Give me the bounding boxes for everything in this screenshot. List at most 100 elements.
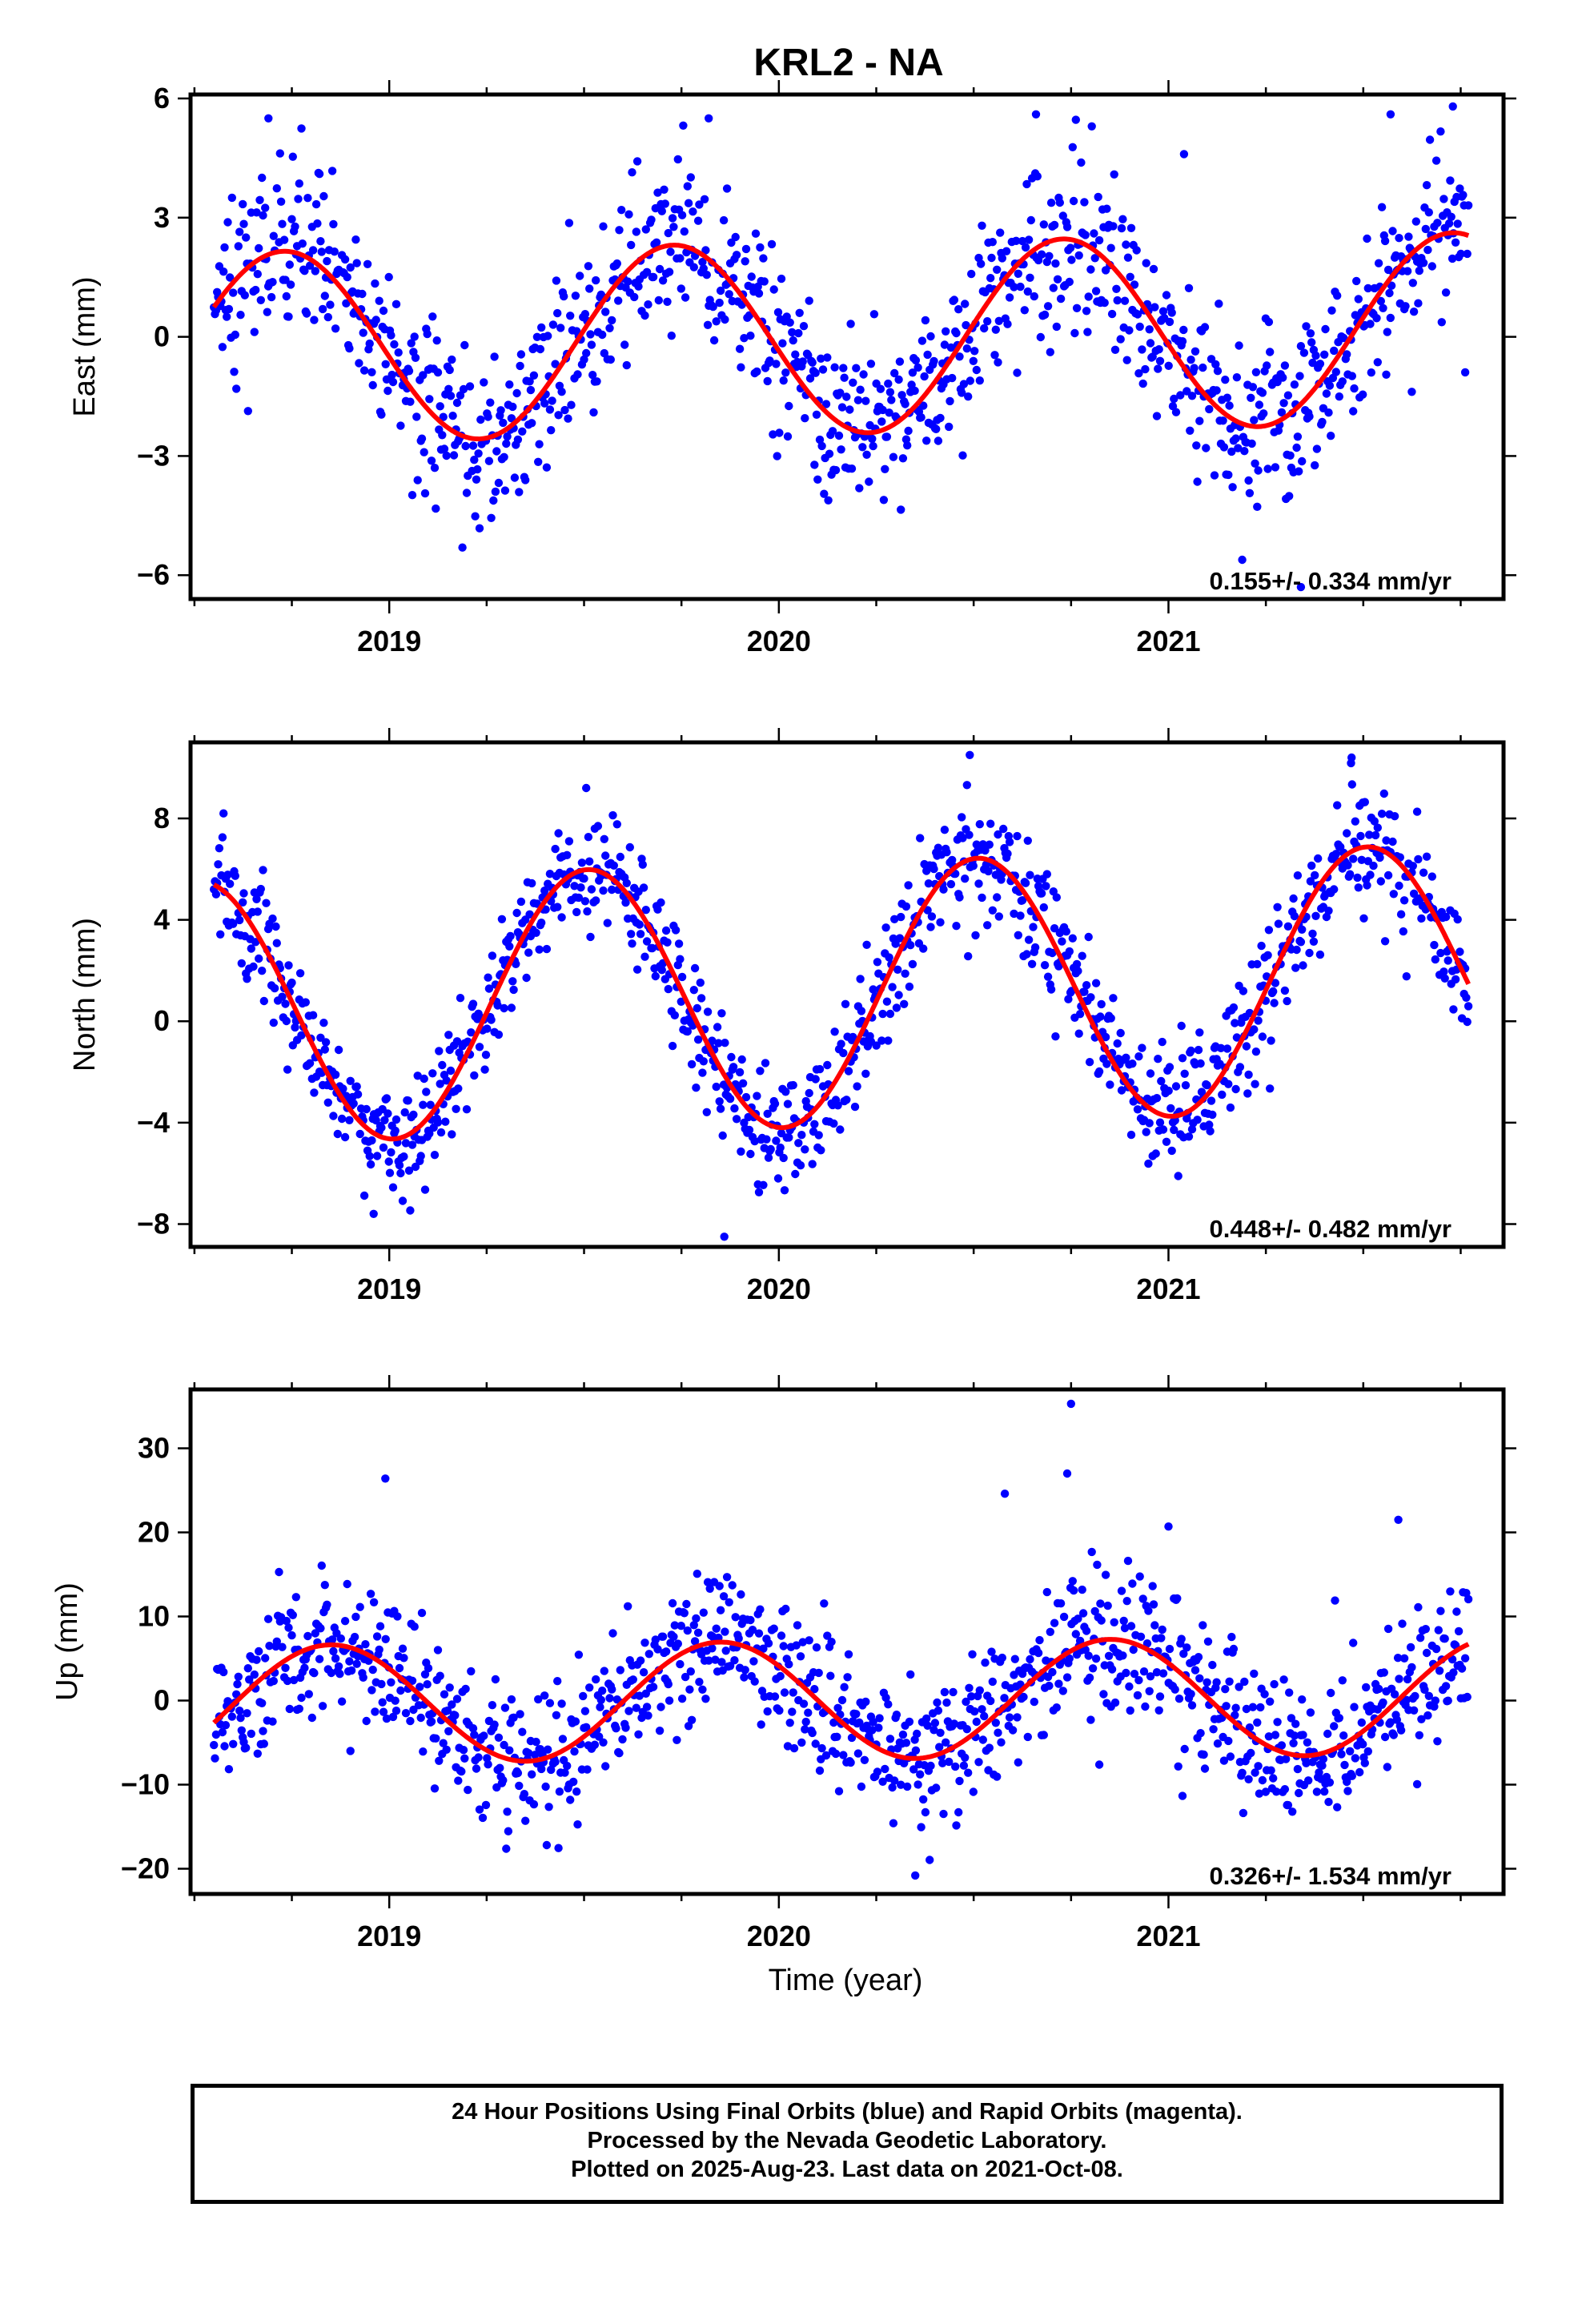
data-point <box>345 1657 354 1666</box>
data-point <box>583 907 592 916</box>
data-point <box>1125 326 1134 335</box>
data-point <box>639 1668 648 1677</box>
data-point <box>1069 196 1078 206</box>
data-point <box>494 1733 504 1742</box>
data-point <box>780 1186 789 1195</box>
data-point <box>1302 322 1311 331</box>
data-point <box>381 1634 390 1643</box>
data-point <box>769 1624 778 1633</box>
data-point <box>1421 1625 1431 1634</box>
data-point <box>368 1665 377 1675</box>
data-point <box>1086 265 1095 274</box>
data-point <box>966 376 975 385</box>
data-point <box>259 211 267 220</box>
data-point <box>940 340 950 349</box>
data-point <box>748 1626 757 1634</box>
velocity-rate-label: 0.155+/- 0.334 mm/yr <box>1210 567 1452 595</box>
data-point <box>422 1088 431 1096</box>
data-point <box>1451 975 1460 984</box>
data-point <box>777 274 786 283</box>
data-point <box>695 200 704 209</box>
data-point <box>1373 358 1383 367</box>
data-point <box>1264 1732 1274 1741</box>
data-point <box>432 504 440 513</box>
data-point <box>778 339 787 348</box>
data-point <box>1403 267 1412 275</box>
data-point <box>1254 1016 1263 1025</box>
data-point <box>609 861 618 870</box>
data-point <box>913 363 922 372</box>
data-point <box>1377 203 1387 211</box>
data-point <box>653 1645 662 1654</box>
data-point <box>916 1770 925 1779</box>
data-point <box>1357 1718 1367 1727</box>
data-point <box>962 1725 972 1734</box>
data-point <box>319 1019 328 1027</box>
data-point <box>993 893 1002 902</box>
data-point <box>1266 348 1275 356</box>
data-point <box>877 417 886 426</box>
data-point <box>903 441 912 450</box>
data-point <box>264 114 273 123</box>
data-point <box>972 1717 982 1727</box>
data-point <box>220 243 229 252</box>
data-point <box>589 408 598 417</box>
data-point <box>950 296 959 304</box>
data-point <box>1219 443 1229 452</box>
data-point <box>1377 810 1387 818</box>
data-point <box>861 1069 870 1079</box>
data-point <box>416 1152 425 1160</box>
data-point <box>337 1114 347 1124</box>
data-point <box>628 1675 637 1684</box>
data-point <box>272 939 281 947</box>
data-point <box>1312 1787 1322 1796</box>
data-point <box>1436 1606 1445 1615</box>
data-point <box>406 1716 415 1726</box>
data-point <box>1250 1025 1259 1034</box>
data-point <box>921 316 930 325</box>
data-point <box>732 1115 741 1124</box>
data-point <box>439 412 448 421</box>
data-point <box>1411 1691 1419 1701</box>
data-point <box>1285 1688 1294 1697</box>
data-point <box>282 292 291 301</box>
data-point <box>1254 1762 1263 1771</box>
data-point <box>275 1567 283 1577</box>
data-point <box>801 1717 810 1727</box>
data-point <box>993 1772 1002 1781</box>
data-point <box>994 358 1002 367</box>
data-point <box>223 218 232 227</box>
data-point <box>483 1024 492 1033</box>
data-point <box>592 377 601 386</box>
data-point <box>1288 1807 1297 1816</box>
data-point <box>302 309 311 318</box>
data-point <box>1171 1082 1181 1091</box>
data-point <box>754 1188 764 1197</box>
velocity-rate-label: 0.448+/- 0.482 mm/yr <box>1210 1215 1452 1243</box>
data-point <box>359 1673 367 1682</box>
data-point <box>286 280 295 289</box>
data-point <box>1337 1750 1346 1759</box>
data-point <box>906 941 915 950</box>
data-point <box>1305 948 1314 958</box>
data-point <box>612 1724 620 1733</box>
data-point <box>268 1717 277 1726</box>
data-point <box>668 214 677 223</box>
data-point <box>1315 1768 1323 1777</box>
data-point <box>1180 1744 1189 1754</box>
data-point <box>974 879 983 888</box>
data-point <box>554 1844 563 1852</box>
data-point <box>936 1728 945 1737</box>
data-point <box>1403 1675 1412 1684</box>
data-point <box>1283 922 1293 931</box>
data-point <box>505 1746 514 1755</box>
data-point <box>1208 1660 1217 1670</box>
data-point <box>1048 948 1057 958</box>
data-point <box>658 276 668 285</box>
data-point <box>716 1606 725 1614</box>
data-point <box>473 464 482 474</box>
data-point <box>1330 1722 1339 1731</box>
data-point <box>509 985 518 995</box>
data-point <box>537 1764 546 1774</box>
data-point <box>1355 1767 1364 1777</box>
